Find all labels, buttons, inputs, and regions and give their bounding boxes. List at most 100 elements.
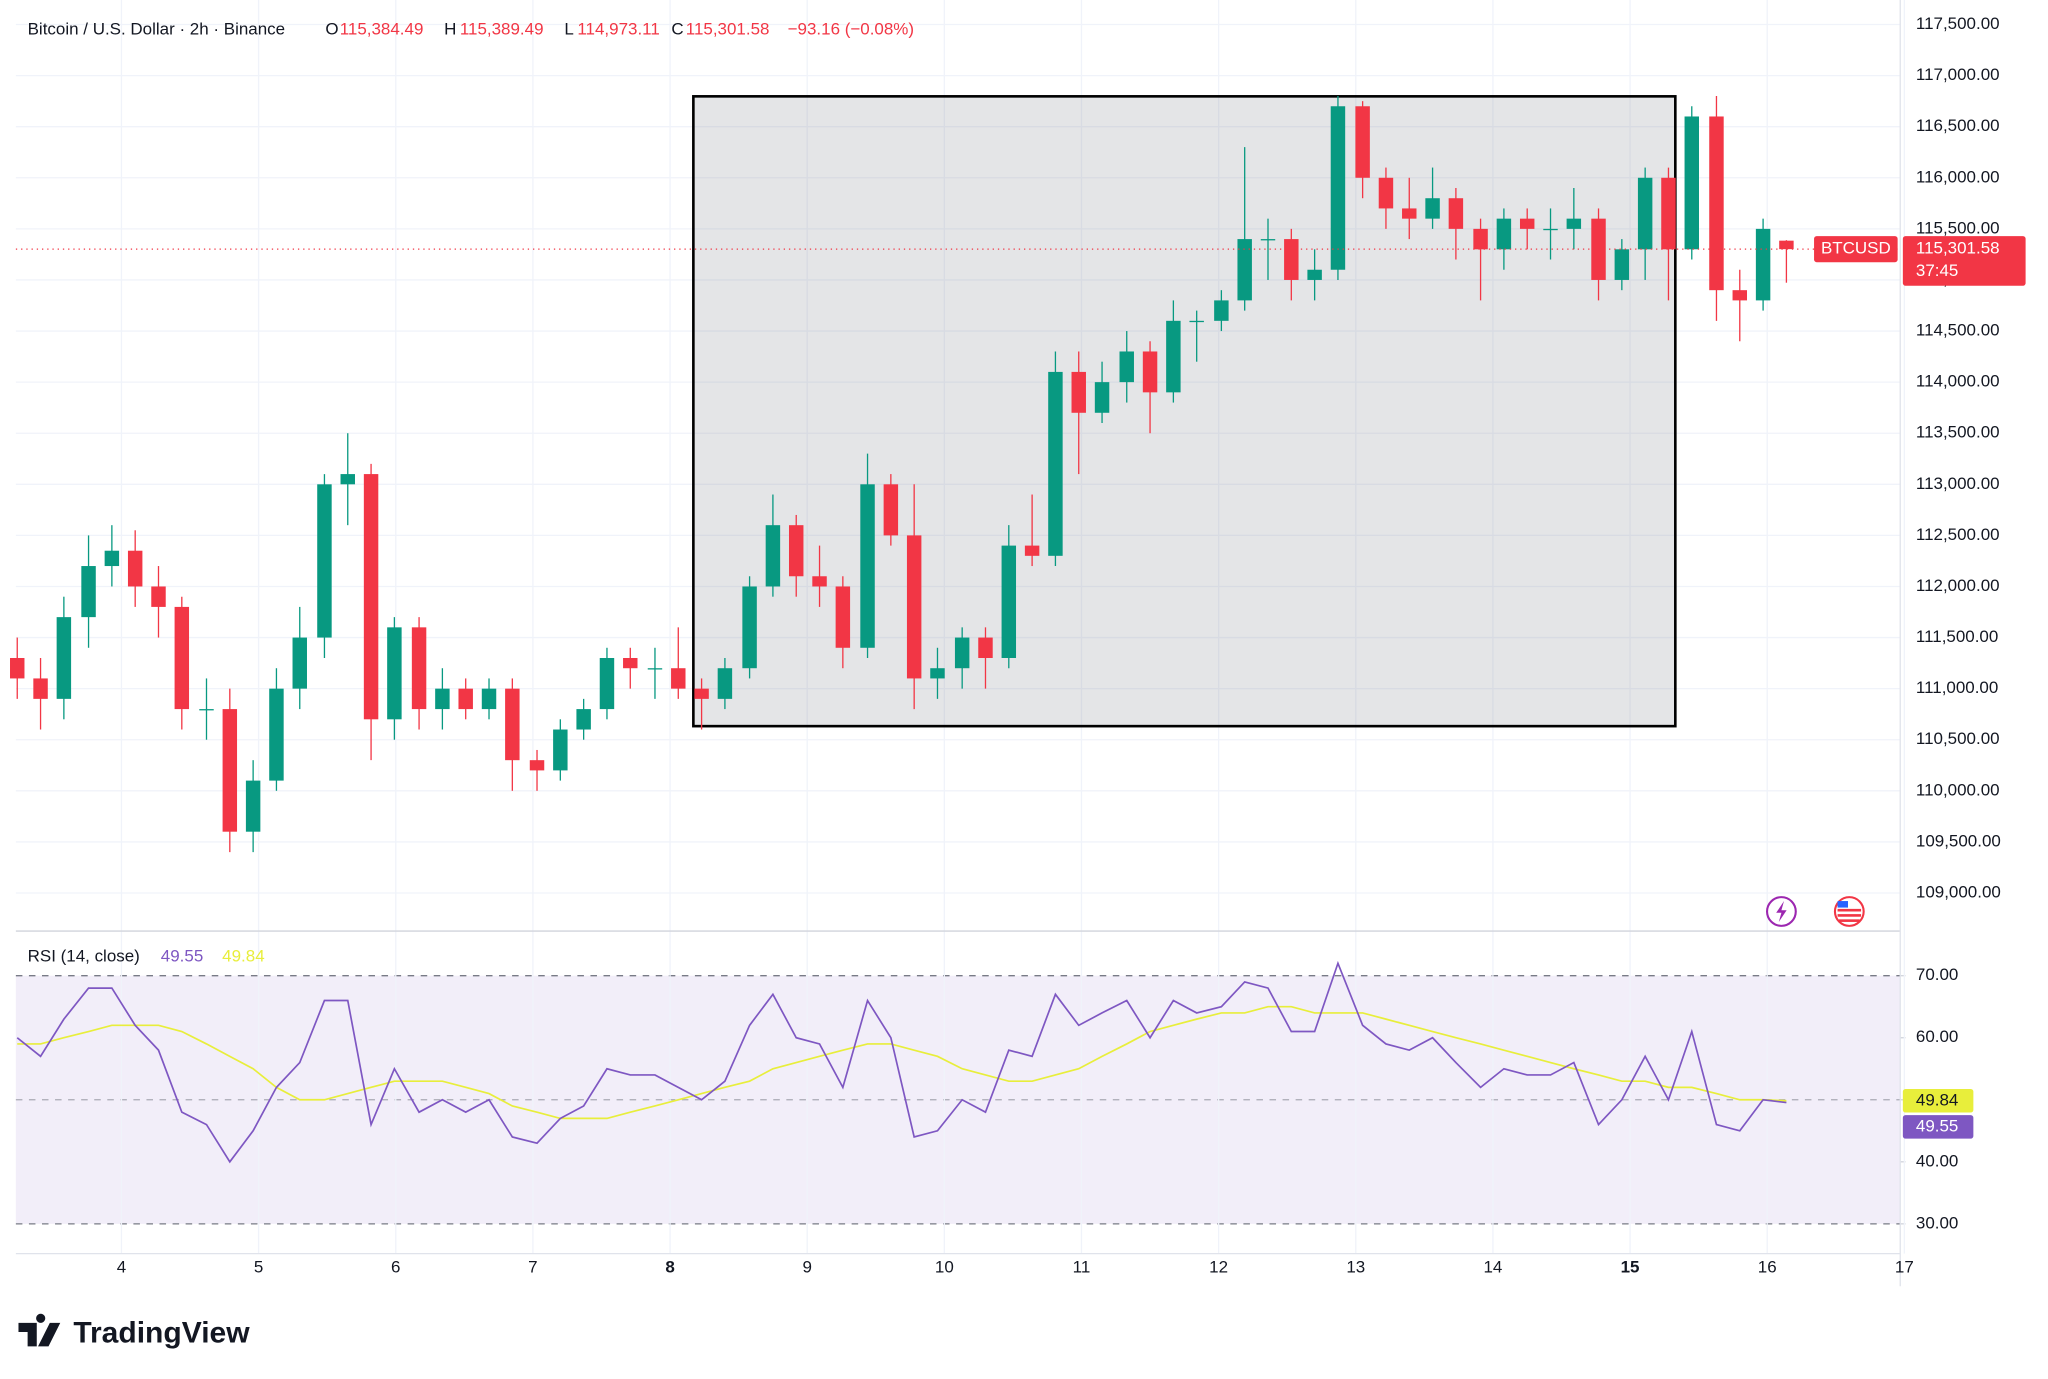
- candle-body: [671, 668, 686, 689]
- candle-body: [1024, 545, 1040, 556]
- y-tick-label: 114,500.00: [1916, 321, 2000, 340]
- legend-label: H: [444, 20, 456, 39]
- y-tick-label: 117,000.00: [1916, 65, 2000, 84]
- candle-body: [1214, 300, 1229, 321]
- candle-body: [505, 688, 520, 761]
- candle-body: [269, 688, 284, 781]
- candle-body: [363, 474, 379, 720]
- candle-body: [1473, 228, 1488, 250]
- candle-body: [1071, 371, 1086, 413]
- x-tick-label: 7: [528, 1257, 537, 1276]
- candle-body: [1755, 228, 1771, 301]
- candle-body: [1001, 545, 1017, 658]
- candle-body: [1684, 116, 1700, 250]
- candle-body: [1614, 249, 1630, 280]
- candle-body: [1284, 239, 1299, 280]
- y-tick-label: 113,500.00: [1916, 423, 2000, 442]
- candle-body: [1425, 198, 1440, 219]
- candle-body: [292, 637, 307, 689]
- y-tick-label: 115,500.00: [1916, 218, 2000, 237]
- x-tick-label: 12: [1209, 1257, 1228, 1276]
- candle-body: [127, 550, 143, 587]
- candle-body: [694, 688, 709, 699]
- symbol-title: Bitcoin / U.S. Dollar · 2h · Binance: [28, 20, 285, 39]
- candle-body: [411, 627, 427, 710]
- rectangle-drawing: [692, 95, 1677, 728]
- candle-body: [33, 678, 48, 699]
- candle-body: [458, 688, 473, 710]
- candle-body: [930, 668, 945, 679]
- candle-body: [883, 484, 899, 536]
- candle-body: [151, 586, 166, 607]
- candle-body: [317, 484, 332, 638]
- candle-body: [1307, 269, 1322, 280]
- candle-body: [529, 760, 545, 771]
- value-badge-label: 49.55: [1916, 1116, 1958, 1135]
- symbol-label: BTCUSD: [1821, 239, 1891, 258]
- candle-body: [1378, 177, 1394, 209]
- legend-value: 114,973.11: [577, 20, 659, 39]
- candle-body: [199, 709, 214, 711]
- marks: [10, 95, 1901, 1164]
- y-tick-label: 60.00: [1916, 1027, 1958, 1046]
- candle-body: [1355, 106, 1370, 178]
- candle-body: [387, 627, 402, 720]
- candle-body: [1119, 351, 1134, 383]
- candle-body: [340, 474, 355, 485]
- candle-body: [647, 668, 663, 670]
- economic-events-icon[interactable]: [1833, 896, 1865, 927]
- legend-value: 115,389.49: [460, 20, 544, 39]
- alert-icon[interactable]: [1765, 896, 1797, 927]
- candle-body: [1142, 351, 1158, 393]
- y-tick-label: 116,500.00: [1916, 116, 2000, 135]
- x-tick-label: 13: [1346, 1257, 1365, 1276]
- brand: TradingView: [73, 1317, 250, 1350]
- y-tick-label: 109,000.00: [1916, 882, 2001, 901]
- value-badge-label: 49.84: [1916, 1090, 1958, 1109]
- y-tick-label: 112,000.00: [1916, 576, 2000, 595]
- candle-body: [1779, 240, 1794, 250]
- legend-label: L: [564, 20, 573, 39]
- legend-label: C: [671, 20, 683, 39]
- value-badge: [1902, 1115, 1974, 1139]
- candle-body: [553, 729, 568, 771]
- y-tick-label: 111,000.00: [1916, 678, 1998, 697]
- candle-body: [1166, 320, 1181, 393]
- rsi-title: RSI (14, close): [28, 947, 140, 966]
- x-tick-label: 11: [1073, 1257, 1091, 1276]
- candle-body: [1566, 218, 1582, 229]
- candle-body: [906, 535, 922, 679]
- y-tick-label: 116,000.00: [1916, 167, 2000, 186]
- y-tick-label: 112,500.00: [1916, 525, 2000, 544]
- candle-body: [1402, 208, 1417, 219]
- candle-body: [1709, 116, 1724, 291]
- legend-label: O: [325, 20, 338, 39]
- rsi-line: [17, 1005, 1787, 1120]
- x-tick-label: 4: [117, 1257, 126, 1276]
- candle-body: [1448, 198, 1464, 229]
- candle-body: [835, 586, 851, 648]
- x-tick-label: 14: [1483, 1257, 1502, 1276]
- candle-body: [1330, 106, 1346, 270]
- value-badge: [1902, 1089, 1974, 1113]
- legend-change: −93.16 (−0.08%): [788, 20, 914, 39]
- tradingview-logo[interactable]: TradingView: [18, 1313, 250, 1350]
- candle-body: [1637, 177, 1653, 250]
- x-tick-label: 6: [391, 1257, 400, 1276]
- candle-body: [481, 688, 497, 710]
- candle-body: [742, 586, 757, 669]
- candle-body: [1591, 218, 1606, 280]
- candle-body: [222, 709, 238, 832]
- x-tick-label: 8: [665, 1257, 674, 1276]
- candle-body: [1732, 290, 1748, 301]
- x-tick-label: 10: [935, 1257, 954, 1276]
- candle-body: [1189, 320, 1204, 323]
- rsi-value: 49.55: [161, 947, 203, 966]
- candle-body: [1237, 239, 1252, 301]
- price-badge: [1902, 236, 2026, 286]
- y-tick-label: 30.00: [1916, 1213, 1958, 1232]
- candle-body: [1048, 371, 1063, 556]
- y-tick-label: 117,500.00: [1916, 14, 2000, 33]
- y-tick-label: 113,000.00: [1916, 474, 2000, 493]
